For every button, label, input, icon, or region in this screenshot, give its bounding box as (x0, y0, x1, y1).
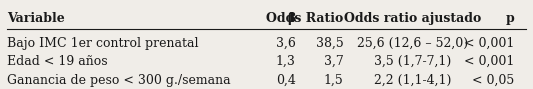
Text: 3,7: 3,7 (324, 55, 343, 68)
Text: Bajo IMC 1er control prenatal: Bajo IMC 1er control prenatal (7, 37, 198, 50)
Text: 0,4: 0,4 (276, 74, 296, 87)
Text: 3,5 (1,7-7,1): 3,5 (1,7-7,1) (374, 55, 451, 68)
Text: < 0,001: < 0,001 (464, 37, 515, 50)
Text: 25,6 (12,6 – 52,0): 25,6 (12,6 – 52,0) (357, 37, 468, 50)
Text: Edad < 19 años: Edad < 19 años (7, 55, 107, 68)
Text: Ganancia de peso < 300 g./semana: Ganancia de peso < 300 g./semana (7, 74, 230, 87)
Text: 3,6: 3,6 (276, 37, 296, 50)
Text: p: p (506, 12, 515, 25)
Text: Odds Ratio: Odds Ratio (266, 12, 343, 25)
Text: 1,3: 1,3 (276, 55, 296, 68)
Text: 1,5: 1,5 (324, 74, 343, 87)
Text: Variable: Variable (7, 12, 64, 25)
Text: < 0,001: < 0,001 (464, 55, 515, 68)
Text: Odds ratio ajustado: Odds ratio ajustado (344, 12, 481, 25)
Text: < 0,05: < 0,05 (472, 74, 515, 87)
Text: 38,5: 38,5 (316, 37, 343, 50)
Text: β: β (287, 12, 296, 25)
Text: 2,2 (1,1-4,1): 2,2 (1,1-4,1) (374, 74, 451, 87)
